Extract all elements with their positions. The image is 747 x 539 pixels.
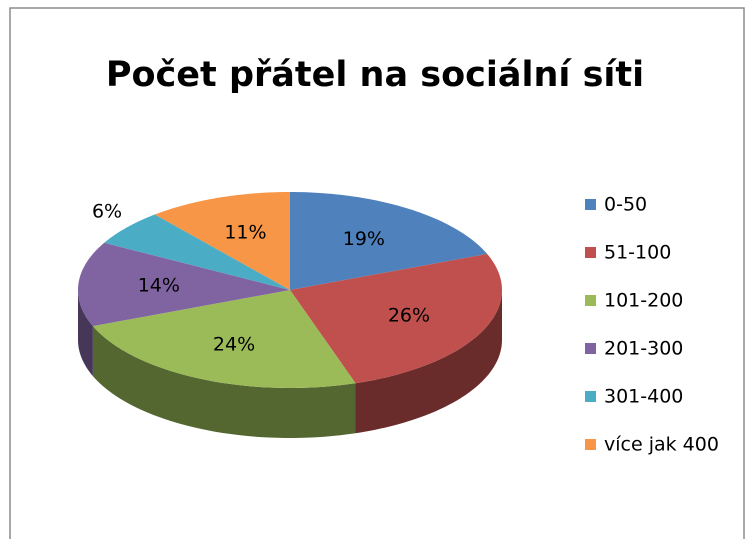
pie-side xyxy=(92,326,356,438)
pie-slice xyxy=(78,242,290,327)
data-label: 19% xyxy=(343,228,385,250)
legend-label: více jak 400 xyxy=(604,434,719,456)
data-label: 14% xyxy=(138,275,180,297)
legend-swatch xyxy=(585,295,596,306)
pie-slice xyxy=(290,253,502,384)
legend-label: 101-200 xyxy=(604,290,683,312)
pie-side xyxy=(355,290,502,434)
pie-slice xyxy=(92,290,356,388)
legend-swatch xyxy=(585,391,596,402)
data-label: 24% xyxy=(213,333,255,355)
legend-label: 0-50 xyxy=(604,194,647,216)
legend-swatch xyxy=(585,439,596,450)
pie-slice xyxy=(154,192,290,290)
chart-title: Počet přátel na sociální síti xyxy=(106,55,644,95)
legend-swatch xyxy=(585,199,596,210)
data-label: 26% xyxy=(388,304,430,326)
data-label: 11% xyxy=(224,221,266,243)
legend-label: 301-400 xyxy=(604,386,683,408)
pie-side xyxy=(78,290,93,377)
legend-label: 51-100 xyxy=(604,242,671,264)
data-label: 6% xyxy=(92,201,122,223)
pie-slice xyxy=(104,214,290,290)
legend-swatch xyxy=(585,247,596,258)
pie-slice xyxy=(290,192,488,290)
legend-label: 201-300 xyxy=(604,338,683,360)
legend-swatch xyxy=(585,343,596,354)
